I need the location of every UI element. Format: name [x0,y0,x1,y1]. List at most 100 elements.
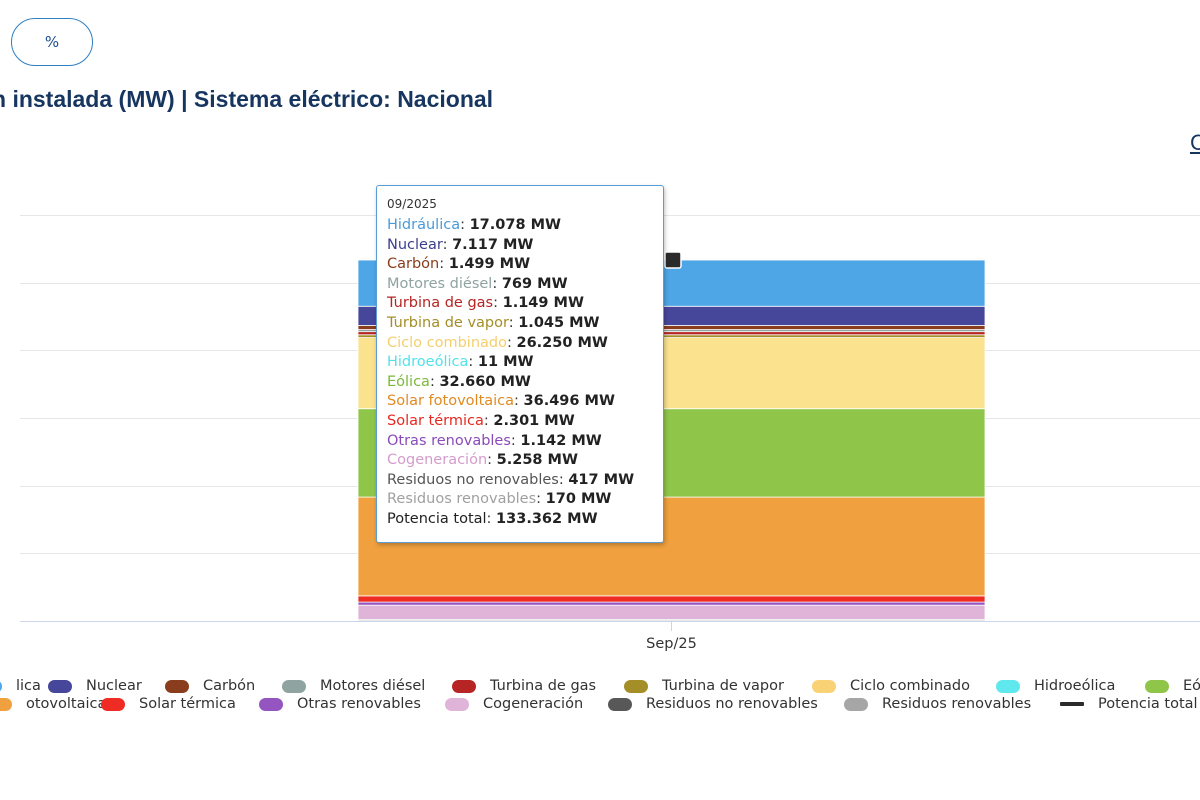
legend-item[interactable]: Residuos renovables [844,694,1031,714]
legend-item[interactable]: Potencia total [1060,694,1198,714]
tooltip-series-value: 1.499 MW [449,256,530,272]
tooltip-series-name: Ciclo combinado [387,335,507,351]
tooltip-row: Turbina de gas: 1.149 MW [387,294,663,314]
x-tick-label: Sep/25 [646,636,697,652]
legend-label: Turbina de vapor [662,678,784,694]
tooltip-row: Ciclo combinado: 26.250 MW [387,334,663,354]
legend-swatch-icon [165,680,189,693]
tooltip-row: Hidráulica: 17.078 MW [387,216,663,236]
tooltip-series-value: 5.258 MW [497,452,578,468]
tooltip-series-name: Hidráulica [387,217,460,233]
legend-item[interactable]: Turbina de gas [452,676,596,696]
legend-label: Solar térmica [139,696,236,712]
legend-label: Turbina de gas [490,678,596,694]
tooltip-row: Carbón: 1.499 MW [387,255,663,275]
legend-item[interactable]: Eó [1145,676,1200,696]
tooltip-series-value: 769 MW [502,276,568,292]
legend-swatch-icon [282,680,306,693]
tooltip-series-name: Carbón [387,256,439,272]
tooltip-series-name: Residuos no renovables [387,472,559,488]
legend-swatch-icon [608,698,632,711]
tooltip-series-name: Cogeneración [387,452,487,468]
tooltip-series-value: 36.496 MW [524,393,615,409]
tooltip-series-name: Eólica [387,374,430,390]
tooltip-row: Nuclear: 7.117 MW [387,236,663,256]
legend-swatch-icon [0,698,12,711]
legend-item[interactable]: Turbina de vapor [624,676,784,696]
tooltip-series-value: 1.142 MW [520,433,601,449]
legend-swatch-icon [844,698,868,711]
legend-swatch-icon [624,680,648,693]
bar-segment-cogeneración[interactable] [358,605,985,619]
legend-swatch-icon [812,680,836,693]
legend-label: Carbón [203,678,255,694]
tooltip-row: Turbina de vapor: 1.045 MW [387,314,663,334]
tooltip-row: Motores diésel: 769 MW [387,275,663,295]
tooltip-series-name: Turbina de gas [387,295,493,311]
legend-swatch-icon [452,680,476,693]
tooltip-series-value: 11 MW [478,354,534,370]
legend-label: Eó [1183,678,1200,694]
tooltip-row: Eólica: 32.660 MW [387,373,663,393]
tooltip-series-value: 417 MW [568,472,634,488]
legend-item[interactable]: Carbón [165,676,255,696]
tooltip-series-value: 17.078 MW [470,217,561,233]
x-axis: Sep/25 [20,621,1200,652]
tooltip-series-name: Turbina de vapor [387,315,509,331]
tooltip-series-value: 1.045 MW [518,315,599,331]
legend-swatch-icon [0,680,2,693]
tooltip-series-name: Potencia total [387,511,487,527]
legend-label: Potencia total [1098,696,1198,712]
tooltip-series-value: 7.117 MW [452,237,533,253]
legend-label: Nuclear [86,678,142,694]
tooltip-series-value: 2.301 MW [493,413,574,429]
legend-item[interactable]: Residuos no renovables [608,694,818,714]
legend-item[interactable]: Motores diésel [282,676,425,696]
tooltip-series-name: Motores diésel [387,276,492,292]
legend-label: Motores diésel [320,678,425,694]
legend-label: otovoltaica [26,696,106,712]
chart-tooltip: 09/2025 Hidráulica: 17.078 MW Nuclear: 7.… [376,185,664,543]
tooltip-series-value: 170 MW [546,491,612,507]
tooltip-row: Hidroeólica: 11 MW [387,353,663,373]
tooltip-row: Solar fotovoltaica: 36.496 MW [387,392,663,412]
legend-item[interactable]: Nuclear [48,676,142,696]
tooltip-row: Solar térmica: 2.301 MW [387,412,663,432]
bar-segment-otras-renovables[interactable] [358,602,985,605]
tooltip-series-value: 1.149 MW [503,295,584,311]
tooltip-series-name: Residuos renovables [387,491,536,507]
bar-segment-solar-térmica[interactable] [358,596,985,602]
legend-swatch-icon [1145,680,1169,693]
tooltip-series-name: Solar fotovoltaica [387,393,514,409]
tooltip-series-value: 32.660 MW [439,374,530,390]
tooltip-row: Residuos renovables: 170 MW [387,490,663,510]
tooltip-date: 09/2025 [387,196,663,212]
legend-label: Otras renovables [297,696,421,712]
legend-label: lica [16,678,41,694]
legend-item[interactable]: Hidroeólica [996,676,1115,696]
tooltip-row: Residuos no renovables: 417 MW [387,471,663,491]
legend-item[interactable]: lica [0,676,41,696]
legend-item[interactable]: Otras renovables [259,694,421,714]
legend-line-icon [1060,702,1084,706]
legend-item[interactable]: otovoltaica [0,694,106,714]
tooltip-series-value: 133.362 MW [496,511,598,527]
total-marker-point[interactable] [665,252,681,268]
legend-swatch-icon [996,680,1020,693]
legend-swatch-icon [101,698,125,711]
tooltip-series-value: 26.250 MW [517,335,608,351]
legend-label: Ciclo combinado [850,678,970,694]
legend-label: Residuos no renovables [646,696,818,712]
tooltip-series-name: Otras renovables [387,433,511,449]
tooltip-series-name: Hidroeólica [387,354,468,370]
chart-legend: lica Nuclear Carbón Motores diésel Turbina d… [0,676,1200,726]
legend-swatch-icon [48,680,72,693]
tooltip-series-name: Solar térmica [387,413,484,429]
tooltip-series-name: Nuclear [387,237,443,253]
total-marker [665,252,681,268]
tooltip-row: Otras renovables: 1.142 MW [387,432,663,452]
legend-item[interactable]: Solar térmica [101,694,236,714]
tooltip-row: Potencia total: 133.362 MW [387,510,663,530]
legend-item[interactable]: Ciclo combinado [812,676,970,696]
legend-item[interactable]: Cogeneración [445,694,583,714]
